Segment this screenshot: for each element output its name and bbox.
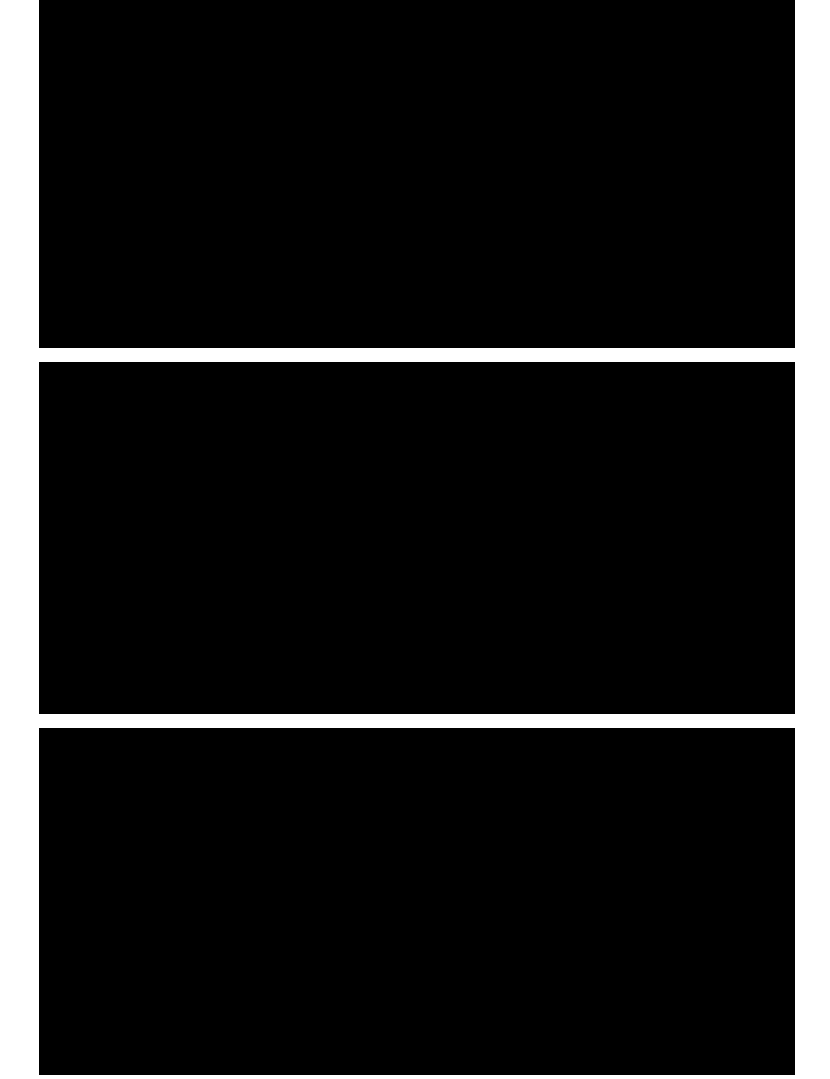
- figure-row-2: [39, 362, 795, 714]
- figure-row-3: [39, 728, 795, 1075]
- colorbar-unit-exponent: x10: [803, 185, 814, 203]
- colorbar-unit-exponent-power: -3: [797, 209, 808, 218]
- figure-row-1: [39, 0, 795, 348]
- colorbar-unit: (Jy/beam): [803, 121, 814, 167]
